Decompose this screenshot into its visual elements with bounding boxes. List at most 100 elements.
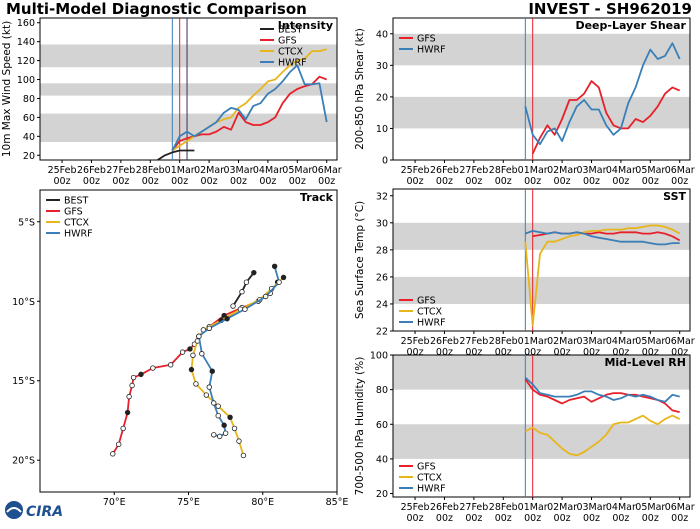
rh-xtick-day: 04Mar [606, 502, 636, 513]
shear-xtick-hour: 00z [612, 176, 629, 187]
track-title: Track [300, 191, 334, 204]
shear-xtick-hour: 00z [583, 176, 600, 187]
rh-band [393, 424, 690, 459]
intensity-xtick-day: 01Mar [165, 165, 195, 176]
track-point-gfs [110, 451, 116, 457]
track-point-hwrf [209, 368, 215, 374]
shear-xtick-hour: 00z [495, 176, 512, 187]
rh-series-hwrf [524, 376, 680, 403]
track-point-gfs [150, 365, 156, 371]
intensity-frame [39, 17, 338, 161]
sst-title: SST [663, 190, 686, 203]
rh-xtick-hour: 00z [671, 513, 688, 524]
track-legend-label: CTCX [64, 218, 90, 229]
rh-xtick-hour: 00z [495, 513, 512, 524]
sst-xtick-hour: 00z [554, 347, 571, 358]
intensity-ytick-label: 20 [23, 151, 35, 162]
track-series-hwrf [197, 266, 281, 438]
intensity-xtick-hour: 00z [112, 176, 129, 187]
track-point-hwrf [206, 384, 212, 390]
track-point-hwrf [215, 413, 221, 419]
track-point-ctcx [280, 274, 287, 281]
sst-xtick-hour: 00z [465, 347, 482, 358]
track-point-gfs [130, 374, 137, 381]
track-point-hwrf [242, 306, 248, 312]
track-point-hwrf [222, 430, 229, 436]
shear-ytick-label: 40 [376, 29, 388, 40]
rh-ytick-label: 40 [376, 454, 388, 465]
sst-xtick-hour: 00z [495, 347, 512, 358]
track-xtick-label: 70°E [103, 497, 126, 508]
shear-band [393, 33, 690, 66]
sst-ytick-label: 22 [376, 327, 388, 338]
track-point-hwrf [211, 400, 217, 406]
sst-xtick-day: 28Feb [489, 336, 518, 347]
sst-legend-label: GFS [417, 296, 436, 307]
rh-xtick-day: 25Feb [401, 502, 430, 513]
sst-xtick-hour: 00z [436, 347, 453, 358]
track-legend-label: HWRF [64, 229, 93, 240]
track-ytick-label: 20°S [12, 456, 35, 467]
track-ytick-label: 10°S [12, 297, 35, 308]
track-point-best [239, 289, 245, 295]
shear-xtick-hour: 00z [642, 176, 659, 187]
intensity-band [40, 83, 337, 96]
rh-ylabel: 700-500 hPa Humidity (%) [354, 357, 366, 496]
rh-frame [392, 354, 691, 498]
track-point-gfs [138, 371, 144, 378]
shear-xtick-hour: 00z [524, 176, 541, 187]
shear-xtick-hour: 00z [671, 176, 688, 187]
rh-xtick-hour: 00z [436, 513, 453, 524]
intensity-ytick-label: 80 [23, 94, 35, 105]
rh-xtick-day: 27Feb [459, 502, 488, 513]
rh-xtick-day: 06Mar [665, 502, 695, 513]
intensity-xtick-hour: 00z [259, 176, 276, 187]
intensity-legend-label: CTCX [278, 47, 304, 58]
shear-ylabel: 200-850 hPa Shear (kt) [354, 28, 366, 150]
rh-xtick-hour: 00z [612, 513, 629, 524]
intensity-xtick-hour: 00z [318, 176, 335, 187]
rh-legend-label: CTCX [417, 473, 443, 484]
logo-text: CIRA [26, 504, 63, 520]
rh-xtick-hour: 00z [554, 513, 571, 524]
track-point-gfs [126, 393, 132, 400]
sst-xtick-day: 25Feb [401, 336, 430, 347]
shear-frame [392, 17, 691, 161]
shear-xtick-day: 01Mar [518, 165, 548, 176]
sst-legend-label: CTCX [417, 307, 443, 318]
panel-shear: 01020304025Feb00z26Feb00z27Feb00z28Feb00… [354, 17, 695, 187]
shear-xtick-hour: 00z [407, 176, 424, 187]
rh-legend-label: GFS [417, 462, 436, 473]
intensity-legend-label: HWRF [278, 58, 307, 69]
track-point-ctcx [215, 403, 221, 409]
track-point-ctcx [188, 366, 195, 373]
track-xtick-label: 75°E [177, 497, 200, 508]
intensity-xtick-day: 26Feb [77, 165, 106, 176]
track-point-hwrf [221, 422, 227, 428]
intensity-ytick-label: 40 [23, 132, 35, 143]
track-point-hwrf [199, 351, 205, 357]
intensity-series-hwrf [171, 64, 328, 151]
track-point-hwrf [263, 293, 269, 300]
track-point-ctcx [190, 352, 196, 359]
rh-xtick-day: 28Feb [489, 502, 518, 513]
intensity-ylabel: 10m Max Wind Speed (kt) [1, 21, 13, 157]
track-point-hwrf [224, 316, 230, 322]
rh-xtick-day: 03Mar [576, 502, 606, 513]
shear-title: Deep-Layer Shear [575, 19, 686, 32]
intensity-xtick-day: 28Feb [136, 165, 165, 176]
intensity-xtick-day: 02Mar [194, 165, 224, 176]
rh-xtick-day: 05Mar [635, 502, 665, 513]
sst-xtick-hour: 00z [583, 347, 600, 358]
panel-rh: 2040608010025Feb00z26Feb00z27Feb00z28Feb… [354, 351, 695, 525]
track-point-gfs [124, 409, 131, 416]
intensity-xtick-hour: 00z [83, 176, 100, 187]
panel-sst: 22242628303225Feb00z26Feb00z27Feb00z28Fe… [354, 188, 695, 358]
track-point-ctcx [240, 452, 247, 459]
intensity-xtick-hour: 00z [54, 176, 71, 187]
rh-ytick-label: 20 [376, 489, 388, 500]
